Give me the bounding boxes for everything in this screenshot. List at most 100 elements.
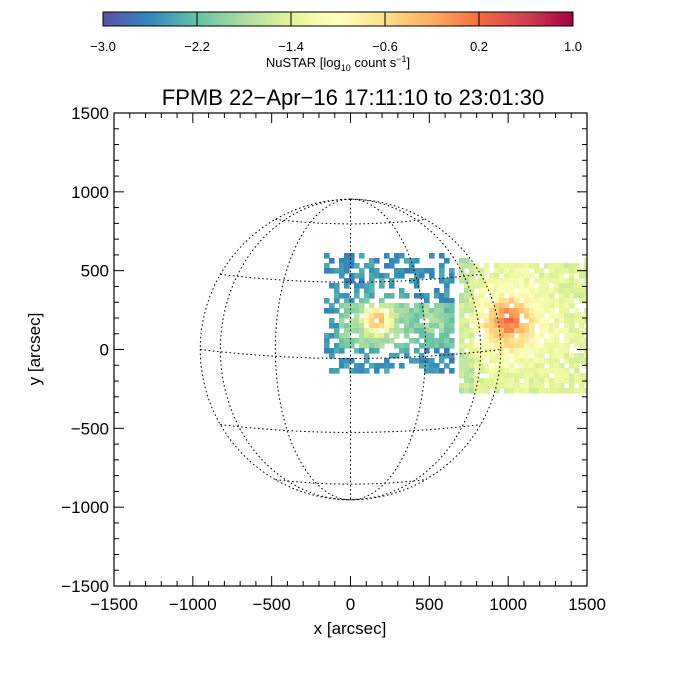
heatmap-cell	[544, 273, 550, 279]
heatmap-cell	[569, 358, 575, 364]
heatmap-cell	[504, 378, 510, 384]
heatmap-cell	[549, 313, 555, 319]
heatmap-cell	[439, 253, 445, 259]
heatmap-cell	[489, 373, 495, 379]
heatmap-cell	[504, 263, 510, 269]
heatmap-cell	[374, 258, 380, 264]
heatmap-cell	[479, 288, 485, 294]
heatmap-cell	[554, 348, 560, 354]
heatmap-cell	[399, 343, 405, 349]
heatmap-cell	[534, 303, 540, 309]
heatmap-cell	[459, 388, 465, 394]
heatmap-cell	[529, 378, 535, 384]
heatmap-cell	[519, 328, 525, 334]
heatmap-cell	[369, 303, 375, 309]
heatmap-cell	[489, 273, 495, 279]
heatmap-cell	[554, 338, 560, 344]
heatmap-cell	[344, 343, 350, 349]
heatmap-cell	[359, 283, 365, 289]
heatmap-cell	[504, 368, 510, 374]
heatmap-cell	[389, 323, 395, 329]
heatmap-cell	[459, 363, 465, 369]
heatmap-cell	[514, 298, 520, 304]
heatmap-cell	[529, 368, 535, 374]
heatmap-cell	[369, 268, 375, 274]
heatmap-cell	[399, 293, 405, 299]
heatmap-cell	[494, 388, 500, 394]
heatmap-cell	[424, 338, 430, 344]
heatmap-cell	[329, 283, 335, 289]
colorbar-label: NuSTAR [log10 count s−1]	[266, 54, 410, 73]
heatmap-cell	[539, 373, 545, 379]
heatmap-cell	[479, 268, 485, 274]
heatmap-cell	[514, 273, 520, 279]
heatmap-cell	[439, 368, 445, 374]
heatmap-cell	[569, 323, 575, 329]
heatmap-cell	[534, 378, 540, 384]
heatmap-cell	[329, 333, 335, 339]
heatmap-cell	[404, 328, 410, 334]
solar-grid	[199, 198, 502, 501]
heatmap-cell	[464, 363, 470, 369]
heatmap-cell	[354, 283, 360, 289]
heatmap-cell	[574, 278, 580, 284]
heatmap-cell	[409, 338, 415, 344]
heatmap-cell	[549, 288, 555, 294]
heatmap-cell	[459, 358, 465, 364]
heatmap-cell	[359, 253, 365, 259]
heatmap-cell	[529, 263, 535, 269]
heatmap-cell	[354, 338, 360, 344]
heatmap-cell	[384, 318, 390, 324]
heatmap-cell	[384, 313, 390, 319]
heatmap-cell	[369, 283, 375, 289]
heatmap-cell	[534, 353, 540, 359]
heatmap-cell	[584, 388, 587, 394]
heatmap-cell	[559, 318, 565, 324]
heatmap-cell	[414, 273, 420, 279]
heatmap-cell	[359, 338, 365, 344]
heatmap-cell	[429, 318, 435, 324]
heatmap-cell	[574, 318, 580, 324]
heatmap-cell	[399, 328, 405, 334]
heatmap-cell	[544, 323, 550, 329]
heatmap-cell	[439, 353, 445, 359]
heatmap-cell	[379, 343, 385, 349]
heatmap-cell	[569, 288, 575, 294]
heatmap-cell	[329, 318, 335, 324]
heatmap-cell	[439, 293, 445, 299]
heatmap-cell	[469, 383, 475, 389]
heatmap-cell	[489, 283, 495, 289]
heatmap-cell	[499, 293, 505, 299]
heatmap-cell	[444, 363, 450, 369]
heatmap-cell	[419, 313, 425, 319]
heatmap-cell	[514, 278, 520, 284]
heatmap-cell	[549, 333, 555, 339]
heatmap-cell	[489, 348, 495, 354]
heatmap-cell	[399, 308, 405, 314]
heatmap-cell	[364, 313, 370, 319]
heatmap-cell	[464, 368, 470, 374]
heatmap-cell	[489, 328, 495, 334]
heatmap-cell	[579, 323, 585, 329]
heatmap-cell	[504, 288, 510, 294]
heatmap-cell	[494, 353, 500, 359]
heatmap-cell	[364, 343, 370, 349]
heatmap-cell	[584, 343, 587, 349]
heatmap-cell	[404, 333, 410, 339]
heatmap-cell	[439, 278, 445, 284]
heatmap-cell	[584, 273, 587, 279]
heatmap-cell	[464, 273, 470, 279]
heatmap-cell	[384, 333, 390, 339]
heatmap-cell	[399, 268, 405, 274]
heatmap-cell	[524, 333, 530, 339]
heatmap-cell	[499, 323, 505, 329]
heatmap-cell	[539, 268, 545, 274]
heatmap-cell	[424, 303, 430, 309]
heatmap-cell	[489, 333, 495, 339]
heatmap-cell	[464, 288, 470, 294]
heatmap-cell	[459, 303, 465, 309]
heatmap-cell	[559, 378, 565, 384]
heatmap-cell	[409, 263, 415, 269]
heatmap-cell	[344, 283, 350, 289]
heatmap-cell	[559, 268, 565, 274]
